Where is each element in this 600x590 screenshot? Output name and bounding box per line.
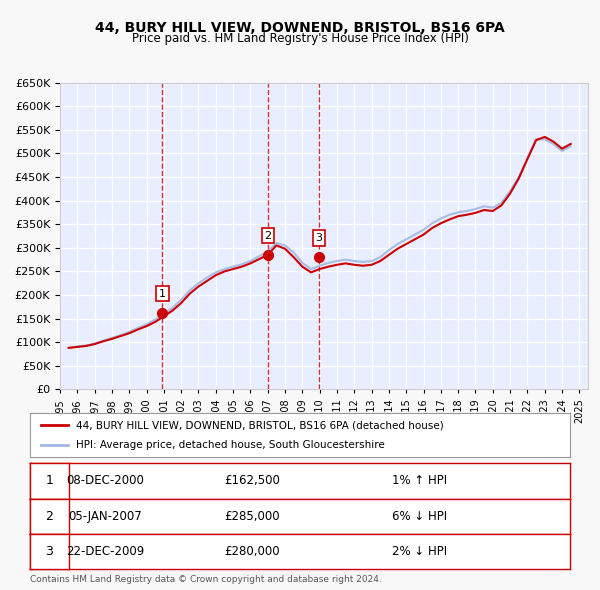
Text: 6% ↓ HPI: 6% ↓ HPI — [392, 510, 448, 523]
Text: 44, BURY HILL VIEW, DOWNEND, BRISTOL, BS16 6PA (detached house): 44, BURY HILL VIEW, DOWNEND, BRISTOL, BS… — [76, 421, 443, 430]
Text: 2: 2 — [46, 510, 53, 523]
Text: 08-DEC-2000: 08-DEC-2000 — [66, 474, 144, 487]
Text: 22-DEC-2009: 22-DEC-2009 — [66, 545, 144, 558]
Text: 3: 3 — [46, 545, 53, 558]
Text: 05-JAN-2007: 05-JAN-2007 — [68, 510, 142, 523]
Text: 2: 2 — [265, 231, 272, 241]
Text: £285,000: £285,000 — [224, 510, 280, 523]
Text: 3: 3 — [316, 233, 323, 243]
Text: Price paid vs. HM Land Registry's House Price Index (HPI): Price paid vs. HM Land Registry's House … — [131, 32, 469, 45]
Text: 2% ↓ HPI: 2% ↓ HPI — [392, 545, 448, 558]
Text: £280,000: £280,000 — [224, 545, 280, 558]
Text: Contains HM Land Registry data © Crown copyright and database right 2024.: Contains HM Land Registry data © Crown c… — [30, 575, 382, 584]
Text: HPI: Average price, detached house, South Gloucestershire: HPI: Average price, detached house, Sout… — [76, 440, 385, 450]
Text: 44, BURY HILL VIEW, DOWNEND, BRISTOL, BS16 6PA: 44, BURY HILL VIEW, DOWNEND, BRISTOL, BS… — [95, 21, 505, 35]
Text: 1: 1 — [46, 474, 53, 487]
Text: 1% ↑ HPI: 1% ↑ HPI — [392, 474, 448, 487]
Text: £162,500: £162,500 — [224, 474, 280, 487]
Text: 1: 1 — [159, 289, 166, 299]
